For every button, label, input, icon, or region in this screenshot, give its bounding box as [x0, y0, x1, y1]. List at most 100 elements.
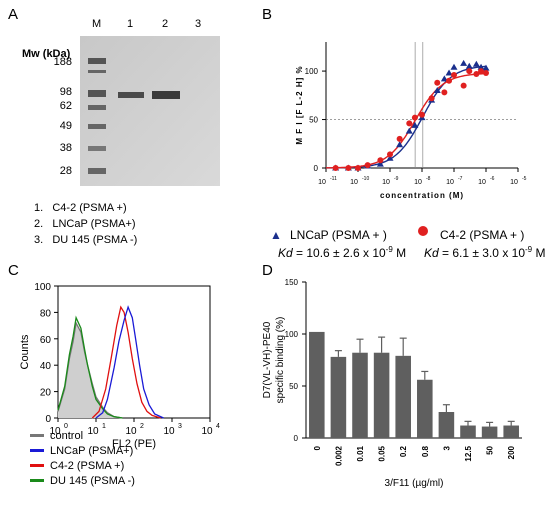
legend-swatch — [30, 479, 44, 482]
y-tick-label: 0 — [294, 434, 299, 443]
legend-item-c42: C4-2 (PSMA +) — [30, 458, 135, 473]
x-tick-exponent: 3 — [178, 423, 182, 430]
x-tick-label: 10 — [49, 426, 61, 437]
legend-item-du145: DU 145 (PSMA -) — [30, 473, 135, 488]
lncap-data-point — [445, 69, 453, 76]
x-tick-label: 10 — [318, 179, 326, 186]
ladder-band-188 — [88, 58, 106, 64]
lncap-data-point — [433, 86, 441, 93]
x-tick-exponent: -11 — [330, 176, 337, 182]
x-axis-label: 3/F11 (µg/ml) — [385, 478, 444, 489]
y-tick-label: 0 — [314, 164, 319, 173]
bar-200 — [503, 425, 519, 438]
lncap-data-point — [460, 59, 468, 66]
bar-50 — [481, 426, 498, 438]
marker-ladder — [88, 58, 106, 174]
lane-2-band — [152, 91, 180, 99]
c42-data-point — [466, 68, 473, 75]
lncap-data-point — [386, 154, 394, 161]
bar-12.5 — [460, 425, 476, 438]
c42-data-point — [446, 77, 453, 84]
c42-data-point — [478, 68, 485, 75]
gel-legend-2: 2. LNCaP (PSMA+) — [34, 218, 136, 230]
c42-data-point — [434, 79, 441, 86]
c42-data-point — [411, 114, 418, 121]
control-histogram-fill — [58, 323, 123, 418]
kd-exponent: -9 — [525, 245, 533, 254]
marker-label-62: 62 — [59, 100, 72, 112]
y-tick-label: 100 — [285, 330, 299, 339]
x-tick-label: 10 — [414, 179, 422, 186]
y-tick-label: 80 — [40, 308, 52, 319]
x-tick-exponent: 1 — [102, 423, 106, 430]
c42-data-point — [419, 111, 425, 118]
lane-label-m: M — [92, 18, 102, 30]
histogram-line — [57, 315, 123, 419]
panel-c-letter: C — [8, 262, 19, 279]
c42-kd-value: = 6.1 ± 3.0 x 10 — [438, 246, 525, 260]
x-tick-exponent: -8 — [426, 176, 431, 182]
x-tick-label: 0.01 — [356, 445, 365, 461]
c42-data-point — [332, 165, 339, 171]
x-tick-label: 10 — [510, 179, 518, 186]
c42-data-point — [406, 120, 413, 127]
c42-data-point — [377, 157, 384, 164]
lane-label-1: 1 — [127, 18, 134, 30]
x-tick-exponent: -10 — [362, 176, 369, 182]
kd-label: Kd — [424, 246, 439, 260]
lane-1-band — [118, 92, 144, 98]
x-tick-label: 10 — [478, 179, 486, 186]
lncap-data-point — [411, 121, 419, 128]
legend-label: control — [50, 429, 84, 442]
lncap-data-point — [405, 127, 413, 134]
lncap-data-point — [477, 63, 485, 70]
ladder-band-28 — [88, 168, 106, 174]
c42-data-point — [345, 165, 352, 171]
lncap-data-point — [450, 63, 458, 70]
y-axis-label: D7(VL-VH)-PE40 — [262, 321, 273, 398]
legend-label: DU 145 (PSMA -) — [50, 474, 135, 487]
ladder-band-62 — [88, 105, 106, 110]
y-axis-label: specific binding (%) — [275, 317, 286, 404]
y-axis-label: M F I [F L-2 H] % — [295, 65, 304, 144]
panel-d-letter: D — [262, 262, 273, 279]
c42-data-point — [473, 70, 480, 77]
gel-legend-1: 1. C4-2 (PSMA +) — [34, 202, 127, 214]
lncap-kd-text: Kd = 10.6 ± 2.6 x 10-9 M — [278, 245, 406, 260]
x-tick-label: 200 — [507, 445, 516, 459]
y-tick-label: 20 — [40, 388, 52, 399]
kd-unit: M — [532, 246, 546, 260]
y-tick-label: 150 — [285, 278, 299, 287]
x-tick-exponent: 4 — [216, 423, 220, 430]
x-tick-label: 10 — [163, 426, 175, 437]
x-tick-label: 3 — [442, 445, 451, 450]
x-tick-label: 0.05 — [378, 445, 387, 461]
kd-label: Kd — [278, 246, 293, 260]
x-tick-label: 10 — [446, 179, 454, 186]
legend-label: C4-2 (PSMA +) — [50, 459, 125, 472]
x-tick-label: 0 — [313, 445, 322, 450]
ladder-band — [88, 70, 106, 73]
x-tick-label: 10 — [382, 179, 390, 186]
y-tick-label: 50 — [289, 382, 298, 391]
lncap-kd-value: = 10.6 ± 2.6 x 10 — [292, 246, 386, 260]
x-tick-label: 0.8 — [421, 445, 430, 457]
y-tick-label: 40 — [40, 361, 52, 372]
x-tick-label: 10 — [201, 426, 213, 437]
legend-label: LNCaP (PSMA+) — [50, 444, 134, 457]
y-tick-label: 60 — [40, 335, 52, 346]
bar-3 — [438, 412, 455, 438]
c42-data-point — [364, 162, 371, 169]
bar-0.01 — [352, 352, 368, 438]
ladder-band-49 — [88, 124, 106, 129]
lncap-data-point — [465, 62, 473, 69]
lncap-data-point — [440, 75, 448, 82]
ladder-band-98 — [88, 90, 106, 97]
legend-item-lncap: LNCaP (PSMA+) — [30, 443, 135, 458]
kd-unit: M — [392, 246, 407, 260]
bar-0.05 — [373, 352, 390, 438]
x-tick-exponent: 2 — [140, 423, 144, 430]
